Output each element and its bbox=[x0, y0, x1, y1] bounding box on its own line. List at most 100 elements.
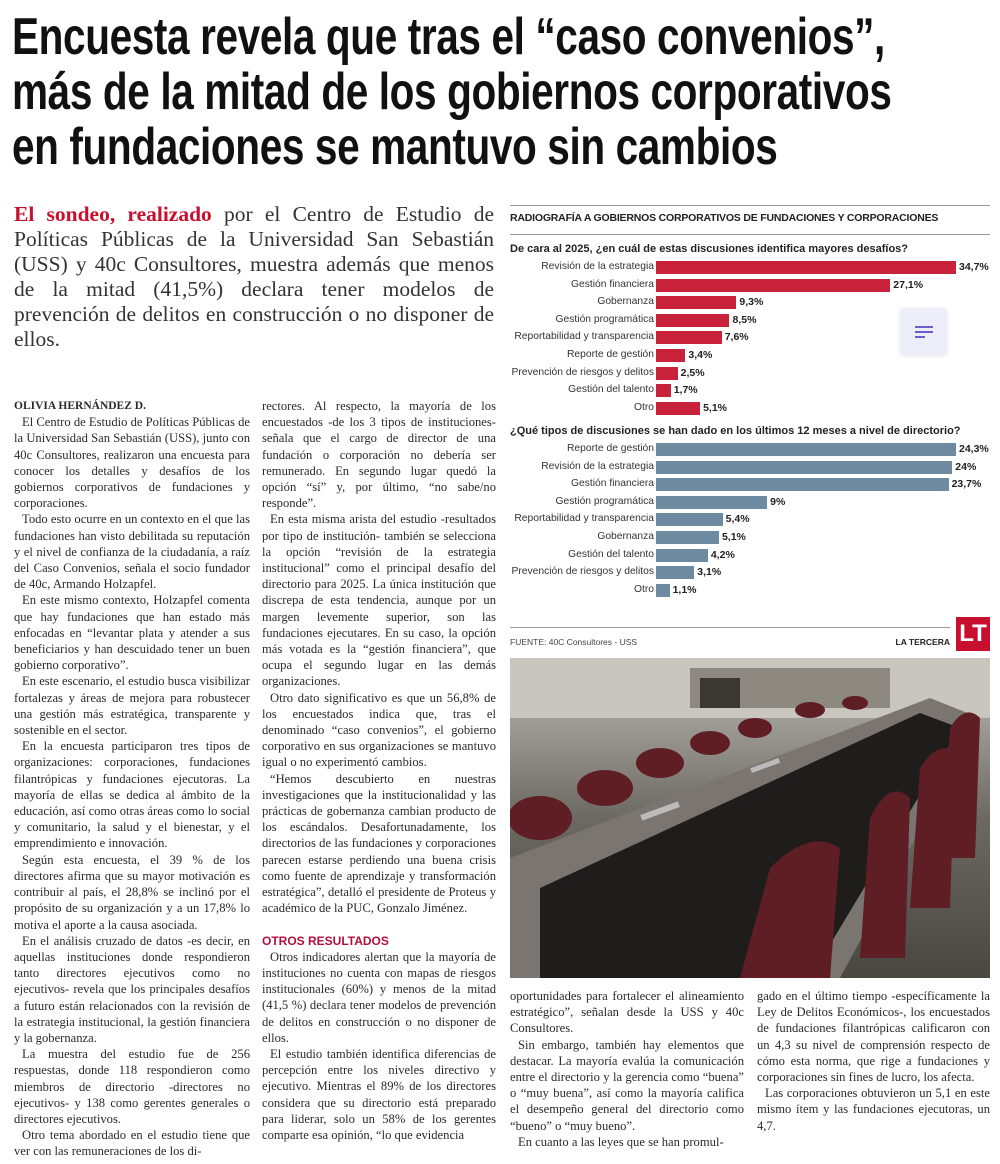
paragraph: Otros indicadores alertan que la mayoría… bbox=[262, 949, 496, 1045]
chart-2-title: ¿Qué tipos de discusiones se han dado en… bbox=[510, 425, 961, 437]
bar-row: Gobernanza 9,3% bbox=[510, 294, 990, 312]
bar-value-label: 1,1% bbox=[672, 583, 697, 596]
chart-challenges-2025: Revisión de la estrategia 34,7% Gestión fi… bbox=[510, 259, 990, 419]
bar bbox=[656, 513, 723, 527]
bar-label: Gobernanza bbox=[597, 531, 654, 542]
bar bbox=[656, 583, 670, 597]
bar-label: Gobernanza bbox=[597, 296, 654, 308]
paragraph: Según esta encuesta, el 39 % de los dire… bbox=[14, 852, 250, 932]
bar-row: Gestión financiera 23,7% bbox=[510, 476, 990, 494]
bar-label: Gestión financiera bbox=[571, 478, 654, 490]
headline-line: Encuesta revela que tras el “caso conven… bbox=[12, 8, 885, 66]
headline-line: más de la mitad de los gobiernos corpora… bbox=[12, 63, 892, 121]
article-column-3: oportunidades para fortalecer el alineam… bbox=[510, 988, 744, 1150]
menu-button[interactable] bbox=[900, 308, 947, 355]
article-column-4: gado en el último tiempo -específicament… bbox=[757, 988, 990, 1134]
bar-label: Gestión programática bbox=[555, 313, 654, 325]
paragraph: rectores. Al respecto, la mayoría de los… bbox=[262, 399, 496, 511]
bar-label: Reporte de gestión bbox=[566, 349, 654, 360]
paragraph: En este escenario, el estudio busca visi… bbox=[14, 674, 250, 738]
lede-lead-in: El sondeo, realizado bbox=[14, 202, 212, 226]
paragraph: La muestra del estudio fue de 256 respue… bbox=[14, 1047, 250, 1126]
bar-row: Reportabilidad y transparencia 5,4% bbox=[510, 511, 990, 529]
bar-row: Gestión del talento 4,2% bbox=[510, 547, 990, 565]
bar-row: Otro 1,1% bbox=[510, 582, 990, 600]
bar bbox=[656, 349, 686, 362]
bar-value-label: 2,5% bbox=[680, 366, 705, 379]
paragraph: En este mismo contexto, Holzapfel coment… bbox=[14, 593, 250, 673]
headline-line: en fundaciones se mantuvo sin cambios bbox=[12, 118, 778, 176]
bar-value-label: 5,1% bbox=[721, 531, 746, 543]
bar-row: Reportabilidad y transparencia 7,6% bbox=[510, 329, 990, 347]
bar-row: Reporte de gestión 24,3% bbox=[510, 441, 990, 459]
bar-row: Reporte de gestión 3,4% bbox=[510, 347, 990, 365]
brand-name: LA TERCERA bbox=[895, 637, 950, 647]
bar-label: Reporte de gestión bbox=[566, 443, 654, 454]
bar-label: Gestión del talento bbox=[568, 548, 654, 560]
bar bbox=[656, 531, 719, 544]
bar-value-label: 24% bbox=[955, 460, 977, 473]
bar-value-label: 8,5% bbox=[732, 313, 757, 326]
infographic-title: RADIOGRAFÍA A GOBIERNOS CORPORATIVOS DE … bbox=[510, 205, 990, 235]
paragraph: En esta misma arista del estudio -result… bbox=[262, 512, 496, 689]
bar-label: Gestión programática bbox=[555, 495, 654, 507]
la-tercera-logo: LT bbox=[956, 617, 990, 651]
bar-label: Revisión de la estrategia bbox=[541, 460, 654, 472]
lede: El sondeo, realizado por el Centro de Es… bbox=[14, 202, 494, 352]
bar-value-label: 24,3% bbox=[959, 443, 989, 455]
bar bbox=[656, 261, 956, 274]
paragraph: En cuanto a las leyes que se han promul- bbox=[518, 1134, 724, 1149]
bar-row: Prevención de riesgos y delitos 3,1% bbox=[510, 564, 990, 582]
bar-value-label: 5,4% bbox=[725, 513, 750, 526]
paragraph: Otro tema abordado en el estudio tiene q… bbox=[14, 1128, 250, 1159]
headline: Encuesta revela que tras el “caso conven… bbox=[12, 10, 995, 175]
lede-text: por el Centro de Estudio de Políticas Pú… bbox=[14, 202, 494, 351]
paragraph: Todo esto ocurre en un contexto en el qu… bbox=[14, 512, 250, 592]
paragraph: En el análisis cruzado de datos -es deci… bbox=[14, 933, 250, 1045]
bar-value-label: 7,6% bbox=[724, 331, 749, 344]
boardroom-image bbox=[510, 658, 990, 978]
bar-label: Revisión de la estrategia bbox=[541, 261, 654, 272]
bar bbox=[656, 366, 678, 380]
bar bbox=[656, 384, 671, 398]
bar bbox=[656, 296, 737, 310]
bar bbox=[656, 460, 953, 474]
divider bbox=[510, 627, 950, 628]
bar-label: Prevención de riesgos y delitos bbox=[511, 566, 654, 578]
paragraph: “Hemos descubierto en nuestras investiga… bbox=[262, 771, 496, 916]
bar-value-label: 23,7% bbox=[951, 478, 982, 491]
bar-row: Revisión de la estrategia 24% bbox=[510, 459, 990, 477]
bar-label: Otro bbox=[633, 583, 654, 595]
bar-label: Prevención de riesgos y delitos bbox=[511, 366, 654, 378]
bar-label: Reportabilidad y transparencia bbox=[514, 331, 654, 343]
byline: OLIVIA HERNÁNDEZ D. bbox=[14, 400, 146, 412]
bar bbox=[656, 401, 701, 415]
paragraph: Otro dato significativo es que un 56,8% … bbox=[262, 690, 496, 770]
bar-value-label: 34,7% bbox=[959, 261, 989, 273]
bar-label: Gestión del talento bbox=[568, 384, 654, 396]
chart-1-title: De cara al 2025, ¿en cuál de estas discu… bbox=[510, 243, 909, 255]
infographic: RADIOGRAFÍA A GOBIERNOS CORPORATIVOS DE … bbox=[510, 205, 990, 651]
bar-row: Prevención de riesgos y delitos 2,5% bbox=[510, 365, 990, 383]
bar bbox=[656, 495, 768, 509]
bar-row: Otro 5,1% bbox=[510, 400, 990, 418]
bar-value-label: 5,1% bbox=[703, 401, 728, 414]
paragraph: En la encuesta participaron tres tipos d… bbox=[14, 739, 250, 851]
bar-label: Otro bbox=[633, 401, 654, 413]
bar-label: Reportabilidad y transparencia bbox=[514, 513, 654, 525]
bar bbox=[656, 331, 722, 345]
bar-row: Gestión del talento 1,7% bbox=[510, 382, 990, 400]
bar-value-label: 3,1% bbox=[697, 566, 722, 579]
paragraph: gado en el último tiempo -específicament… bbox=[757, 989, 990, 1085]
bar bbox=[656, 278, 891, 292]
article-column-2: rectores. Al respecto, la mayoría de los… bbox=[262, 398, 496, 1143]
bar bbox=[656, 548, 708, 562]
bar-value-label: 4,2% bbox=[710, 548, 735, 561]
paragraph: oportunidades para fortalecer el alineam… bbox=[510, 989, 744, 1036]
bar-value-label: 9,3% bbox=[739, 296, 764, 309]
chart-discussions-12-months: Reporte de gestión 24,3% Revisión de la es… bbox=[510, 441, 990, 601]
paragraph: Sin embargo, también hay elementos que d… bbox=[510, 1037, 744, 1133]
infographic-footer: FUENTE: 40C Consultores - USS LA TERCERA… bbox=[510, 617, 990, 657]
bar bbox=[656, 443, 956, 456]
paragraph: El Centro de Estudio de Políticas Públic… bbox=[14, 415, 250, 511]
